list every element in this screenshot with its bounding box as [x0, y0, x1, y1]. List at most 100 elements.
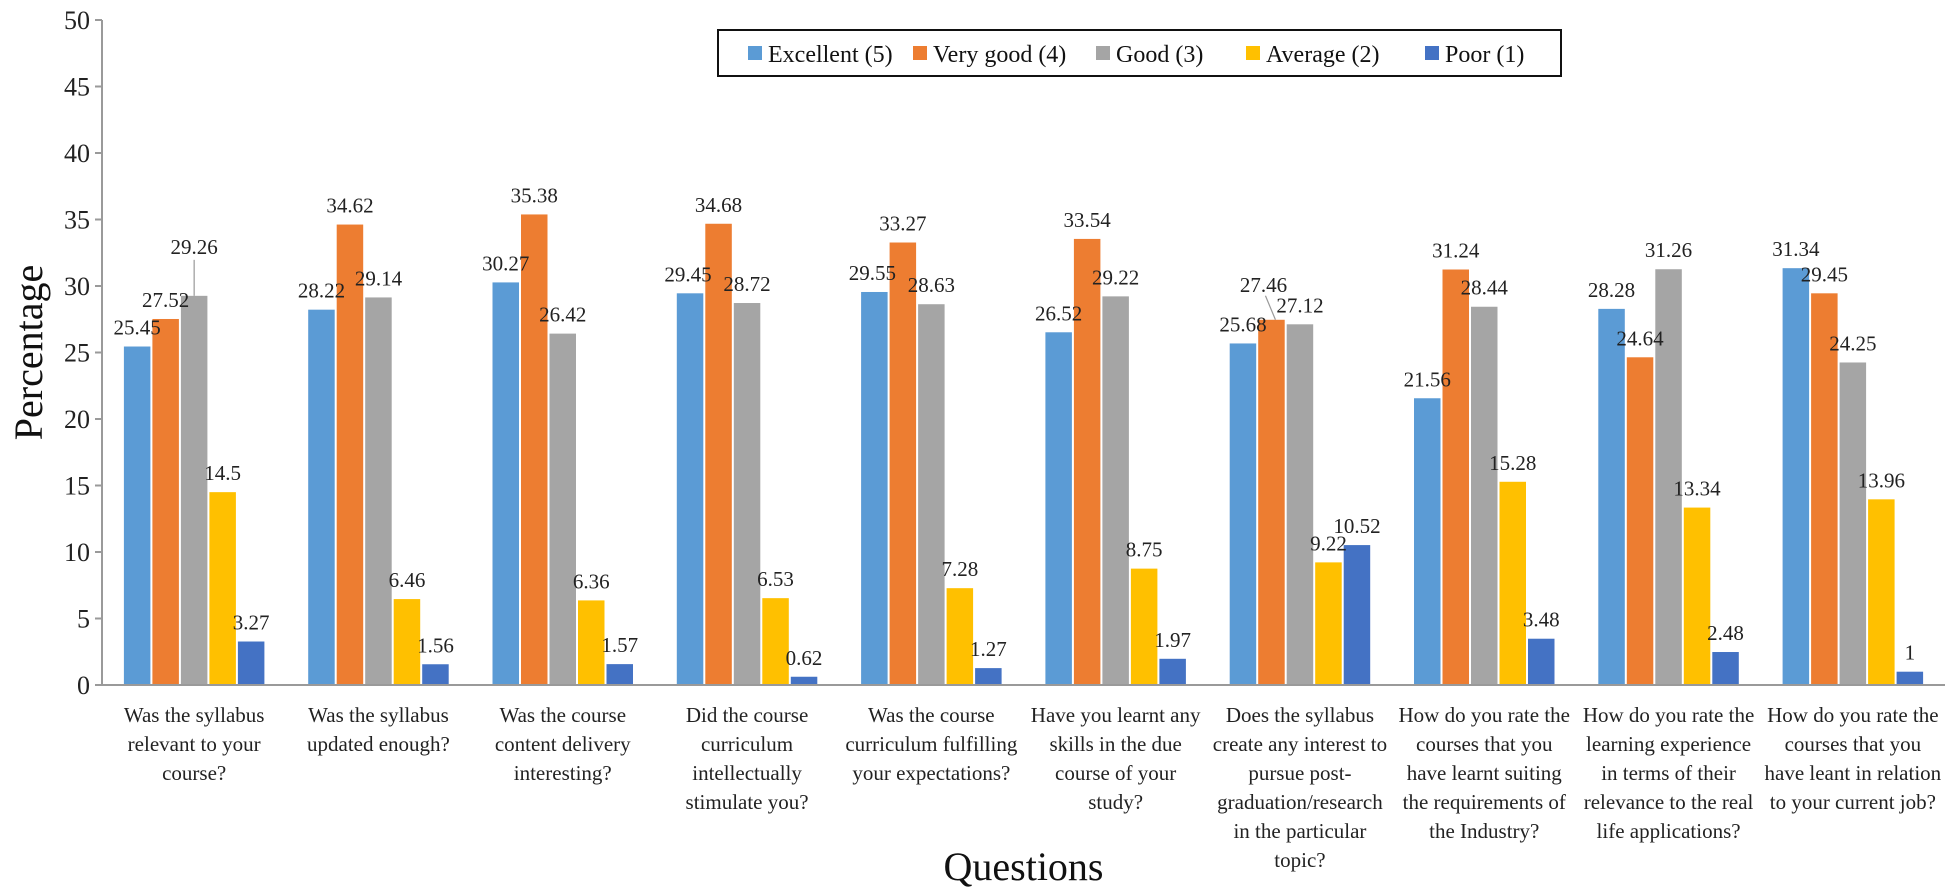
data-labels: 25.45 28.22 30.27 29.45 29.55 26.52 25.68 21.56…	[114, 183, 1916, 669]
data-label: 28.63	[908, 273, 955, 297]
bar	[336, 224, 364, 685]
category-labels: Was the syllabus relevant to your course? W…	[124, 703, 1942, 872]
bar	[1315, 562, 1342, 685]
bar	[1045, 332, 1072, 685]
data-label: 34.68	[695, 193, 742, 217]
legend-label: Good (3)	[1116, 42, 1203, 68]
data-label: 29.55	[849, 261, 896, 285]
bar	[1343, 545, 1371, 685]
bar	[1868, 499, 1895, 685]
bar	[1102, 296, 1129, 685]
data-label: 14.5	[204, 461, 241, 485]
data-label: 10.52	[1333, 514, 1380, 538]
bar	[889, 242, 917, 685]
bar	[1712, 652, 1739, 685]
bar	[1442, 269, 1469, 685]
bar	[549, 333, 576, 685]
data-label: 29.14	[355, 266, 403, 290]
category-label: Have you learnt any skills in the due cour…	[1031, 703, 1201, 814]
bar	[1598, 308, 1625, 685]
legend-swatch	[748, 46, 762, 60]
y-tick-label: 5	[77, 605, 90, 634]
bar	[152, 318, 179, 685]
data-label: 1.56	[417, 633, 454, 657]
data-label: 6.46	[389, 568, 426, 592]
bar	[1286, 324, 1314, 685]
data-label: 1	[1905, 641, 1916, 665]
y-axis-title: Percentage	[6, 265, 51, 440]
y-tick-label: 45	[64, 73, 90, 102]
legend-swatch	[1246, 46, 1260, 60]
data-label: 26.52	[1035, 301, 1082, 325]
legend-label: Excellent (5)	[768, 42, 893, 68]
legend-swatch	[913, 46, 927, 60]
data-label: 26.42	[539, 303, 586, 327]
data-label: 25.45	[114, 316, 161, 340]
category-label: How do you rate the courses that you have …	[1765, 703, 1942, 814]
bars	[123, 214, 1924, 686]
bar	[790, 676, 818, 685]
bar	[1528, 638, 1555, 685]
y-tick-label: 40	[64, 139, 90, 168]
bar	[1655, 269, 1682, 685]
data-label: 3.27	[233, 611, 270, 635]
data-label: 28.28	[1588, 278, 1635, 302]
data-label: 29.45	[1801, 262, 1848, 286]
legend-swatch	[1425, 46, 1439, 60]
data-label: 13.34	[1673, 477, 1721, 501]
data-label: 29.22	[1092, 265, 1139, 289]
legend: Excellent (5) Very good (4) Good (3) Averag…	[717, 29, 1562, 77]
category-label: Was the syllabus updated enough?	[307, 703, 450, 756]
data-label: 31.26	[1645, 238, 1692, 262]
bar	[237, 641, 265, 685]
bar	[918, 304, 945, 685]
bar	[676, 293, 704, 685]
category-label: How do you rate the courses that you have …	[1399, 703, 1570, 843]
data-label: 8.75	[1126, 538, 1163, 562]
data-label: 35.38	[511, 183, 558, 207]
bar	[1258, 319, 1285, 685]
data-label: 1.27	[970, 637, 1007, 661]
bar	[365, 297, 392, 685]
bar	[1839, 362, 1867, 685]
leader-line	[1264, 295, 1277, 321]
category-label: Was the syllabus relevant to your course?	[124, 703, 265, 785]
data-label: 6.53	[757, 567, 794, 591]
bar	[1626, 357, 1654, 685]
bar	[1159, 658, 1186, 685]
legend-label: Very good (4)	[933, 42, 1066, 68]
bar	[422, 664, 449, 685]
data-label: 31.34	[1772, 237, 1820, 261]
bar	[705, 223, 732, 686]
y-tick-label: 35	[64, 206, 90, 235]
data-label: 1.57	[601, 633, 638, 657]
bar	[1811, 293, 1838, 685]
bar	[1499, 481, 1526, 685]
data-label: 3.48	[1523, 608, 1560, 632]
bar	[861, 291, 888, 685]
data-label: 28.72	[723, 272, 770, 296]
y-tick-label: 10	[64, 538, 90, 567]
category-label: Was the course content delivery interestin…	[495, 703, 631, 785]
bar	[521, 214, 548, 686]
legend-box	[717, 29, 1562, 77]
data-label: 24.25	[1829, 331, 1876, 355]
bar	[733, 303, 761, 685]
data-label: 28.44	[1461, 276, 1509, 300]
y-tick-label: 50	[64, 6, 90, 35]
bar	[123, 346, 151, 685]
data-label: 31.24	[1432, 239, 1480, 263]
bar	[1896, 671, 1924, 685]
data-label: 25.68	[1219, 312, 1266, 336]
y-tick-label: 0	[77, 671, 90, 700]
y-tick-label: 15	[64, 472, 90, 501]
bar	[1073, 238, 1101, 685]
bar	[975, 668, 1002, 685]
category-label: Was the course curriculum fulfilling your …	[845, 703, 1018, 785]
bar	[308, 309, 335, 685]
data-label: 34.62	[326, 194, 373, 218]
bar	[209, 492, 236, 685]
bar	[762, 598, 789, 685]
category-label: How do you rate the learning experience in…	[1583, 703, 1754, 843]
data-label: 28.22	[298, 279, 345, 303]
